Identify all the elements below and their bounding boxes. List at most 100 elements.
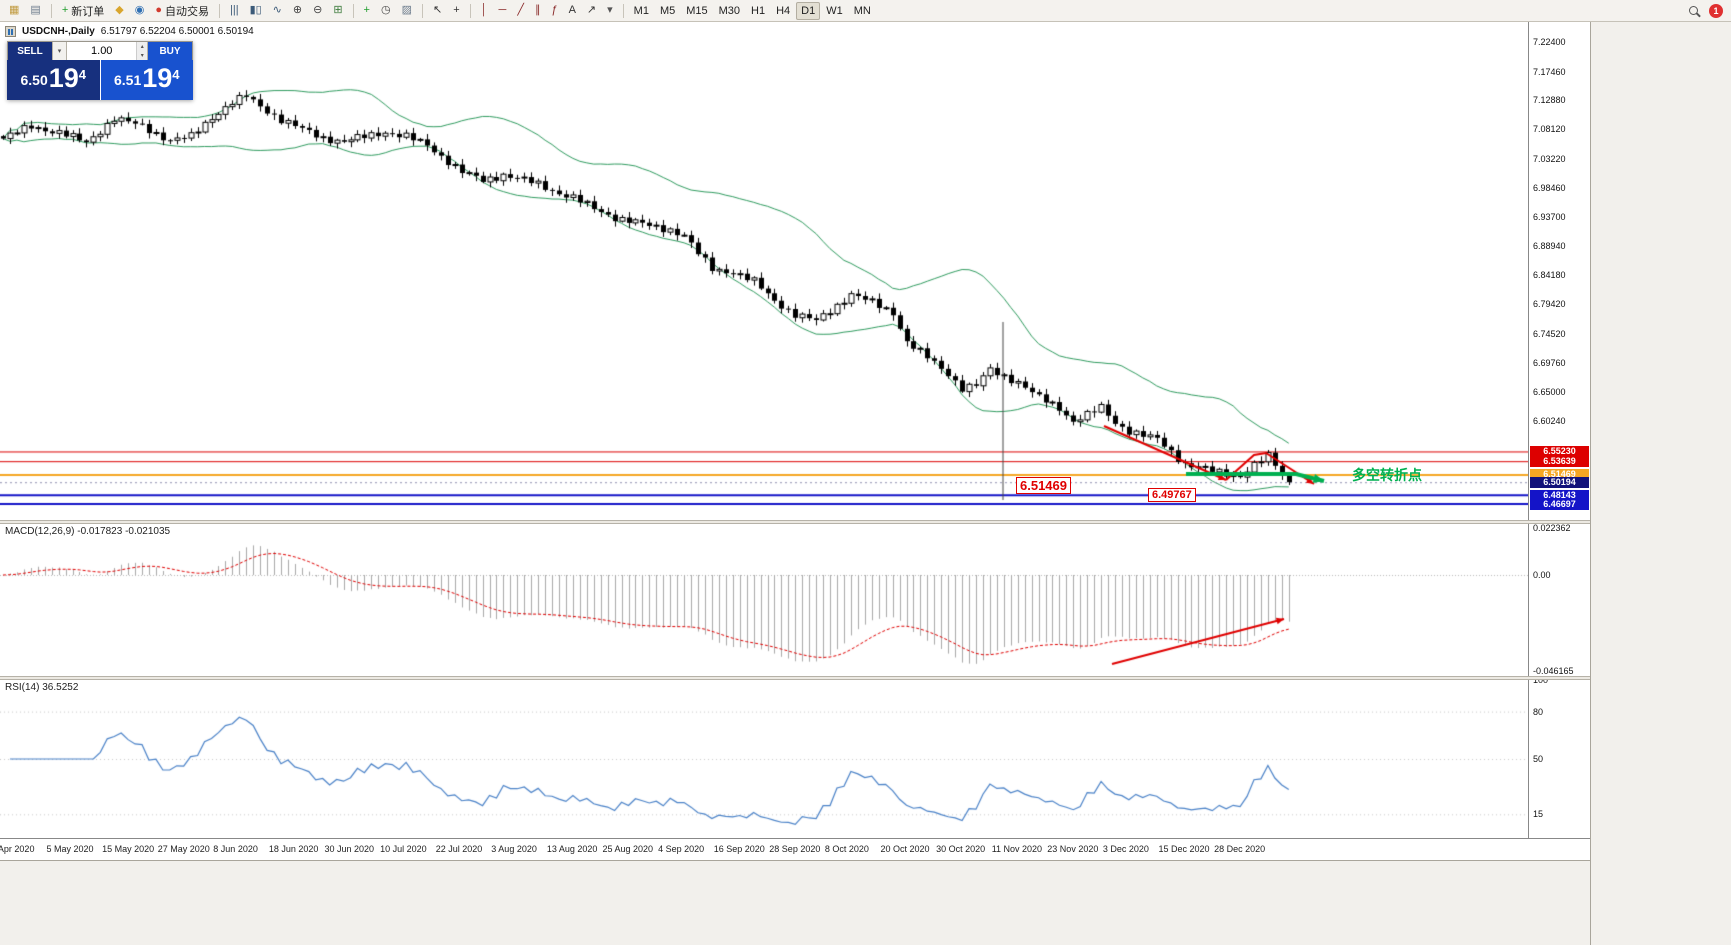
tf-m15-button[interactable]: M15 [681, 2, 712, 20]
crosshair-button[interactable]: + [448, 2, 464, 20]
price-axis-label: 6.60240 [1533, 415, 1566, 426]
time-axis-label: 8 Jun 2020 [213, 844, 258, 854]
shapes-dropdown-button[interactable]: ▾ [602, 2, 618, 20]
autotrading-icon: ● [155, 4, 162, 16]
chevron-down-icon: ▾ [57, 48, 62, 55]
order-type-dropdown[interactable]: ▾ [52, 42, 67, 60]
workspace-background-right [1590, 22, 1731, 945]
horizontal-line-button[interactable]: ─ [494, 2, 512, 20]
market-watch-button[interactable]: ◉ [130, 2, 150, 20]
ohlc-values: 6.51797 6.52204 6.50001 6.50194 [100, 26, 254, 37]
arrows-tool-icon: ↗ [586, 4, 597, 16]
zoom-out-button[interactable]: ⊖ [308, 2, 327, 20]
zoom-out-icon: ⊖ [313, 4, 323, 16]
volume-spinner: ▴ ▾ [136, 42, 147, 60]
time-axis-label: 18 Jun 2020 [268, 844, 319, 854]
profiles-button[interactable]: ▤ [25, 2, 45, 20]
text-tool-button[interactable]: A [564, 2, 581, 20]
bar-chart-mode-button[interactable]: ||| [225, 2, 244, 20]
macd-axis-label: 0.022362 [1533, 523, 1571, 534]
chart-canvas[interactable] [0, 22, 1590, 838]
sell-button[interactable]: SELL [8, 42, 52, 60]
tf-h4-button[interactable]: H4 [771, 2, 795, 20]
tile-windows-button[interactable]: ⊞ [328, 2, 347, 20]
tf-m5-label: M5 [659, 4, 676, 17]
toolbar-separator [422, 3, 423, 18]
sell-price-point: 4 [78, 67, 87, 82]
price-callout[interactable]: 6.51469 [1016, 477, 1071, 494]
toolbar-separator [352, 3, 354, 18]
market-watch-icon: ◉ [134, 4, 145, 16]
tf-mn-button[interactable]: MN [849, 2, 876, 20]
trendline-button[interactable]: ╱ [512, 2, 529, 20]
price-axis[interactable]: 7.22400 7.17460 7.12880 7.08120 7.03220 6.984… [1528, 22, 1590, 838]
tf-w1-button[interactable]: W1 [821, 2, 848, 20]
templates-button[interactable]: ▨ [397, 2, 417, 20]
new-order-button[interactable]: + 新订单 [57, 2, 109, 20]
autotrading-button[interactable]: ● 自动交易 [150, 2, 214, 20]
fibonacci-icon: ƒ [551, 4, 558, 16]
line-chart-mode-button[interactable]: ∿ [268, 2, 287, 20]
time-axis-label: 22 Jul 2020 [435, 844, 483, 854]
toolbar-items: ▦ ▤ + 新订单 ◆ ◉ ● 自动交易 ||| ▮▯ ∿ ⊕ ⊖ ⊞ + ◷ ▨ ↖ + │ ─ ╱ ∥ ƒ A ↗ ▾ M1 M5 M… [4, 1, 876, 20]
templates-icon: ▨ [401, 4, 412, 16]
tf-m5-button[interactable]: M5 [655, 2, 680, 20]
new-chart-icon: ▦ [9, 4, 20, 16]
spinner-up-icon[interactable]: ▴ [137, 42, 147, 51]
tf-h1-button[interactable]: H1 [746, 2, 770, 20]
equidistant-channel-button[interactable]: ∥ [530, 2, 546, 20]
zoom-in-button[interactable]: ⊕ [288, 2, 307, 20]
candlestick-mode-button[interactable]: ▮▯ [245, 2, 267, 20]
macd-axis-label: -0.046165 [1533, 666, 1574, 677]
tf-mn-label: MN [853, 4, 871, 17]
new-chart-button[interactable]: ▦ [4, 2, 24, 20]
current-price-tag: 6.50194 [1530, 477, 1589, 489]
fibonacci-button[interactable]: ƒ [546, 2, 562, 20]
price-axis-label: 7.22400 [1533, 36, 1566, 47]
rsi-axis-label: 15 [1533, 809, 1544, 820]
one-click-trading-panel: SELL ▾ ▴ ▾ BUY 6.50 19 4 6.51 19 [7, 41, 193, 100]
chart-text-label[interactable]: 多空转折点 [1352, 467, 1422, 483]
candlestick-mode-icon: ▮▯ [249, 4, 262, 16]
sell-price-pips: 19 [48, 63, 79, 93]
volume-input[interactable] [67, 42, 137, 60]
metaeditor-button[interactable]: ◆ [110, 2, 128, 20]
toolbar-separator [218, 3, 220, 18]
time-axis-label: 16 Sep 2020 [713, 844, 765, 854]
tf-d1-button[interactable]: D1 [796, 1, 821, 20]
spinner-down-icon[interactable]: ▾ [137, 51, 147, 60]
periods-button[interactable]: ◷ [376, 2, 396, 20]
search-button[interactable] [1684, 2, 1703, 20]
price-axis-label: 6.98460 [1533, 182, 1566, 193]
tf-m15-label: M15 [686, 4, 708, 17]
buy-button[interactable]: BUY [148, 42, 192, 60]
rsi-axis-label: 50 [1533, 754, 1544, 764]
price-axis-label: 6.74520 [1533, 328, 1566, 339]
notifications-badge[interactable]: 1 [1709, 3, 1723, 18]
toolbar-separator [469, 3, 471, 18]
time-axis-label: 10 Jul 2020 [380, 844, 427, 854]
time-axis-label: 30 Jun 2020 [324, 844, 375, 854]
toolbar-separator [622, 3, 624, 18]
arrows-tool-button[interactable]: ↗ [582, 2, 601, 20]
panel-splitter-macd[interactable] [0, 520, 1590, 524]
tf-m1-button[interactable]: M1 [629, 2, 654, 20]
time-axis-label: 28 Sep 2020 [769, 844, 821, 854]
tf-m30-button[interactable]: M30 [714, 2, 745, 20]
vertical-line-button[interactable]: │ [476, 2, 493, 20]
panel-splitter-rsi[interactable] [0, 676, 1590, 680]
price-callout[interactable]: 6.49767 [1148, 488, 1196, 502]
trade-panel-controls: SELL ▾ ▴ ▾ BUY [7, 41, 193, 60]
sell-price-display[interactable]: 6.50 19 4 [7, 60, 101, 100]
toolbar-separator [50, 3, 52, 18]
shapes-dropdown-icon: ▾ [607, 4, 613, 16]
workspace: USDCNH-,Daily 6.51797 6.52204 6.50001 6.… [0, 22, 1731, 945]
macd-label: MACD(12,26,9) -0.017823 -0.021035 [5, 526, 171, 537]
buy-price-point: 4 [172, 67, 180, 82]
search-icon [1689, 6, 1698, 15]
indicators-list-button[interactable]: + [359, 2, 375, 20]
price-axis-label: 7.12880 [1533, 94, 1566, 105]
buy-price-display[interactable]: 6.51 19 4 [100, 60, 193, 100]
cursor-button[interactable]: ↖ [428, 2, 447, 20]
